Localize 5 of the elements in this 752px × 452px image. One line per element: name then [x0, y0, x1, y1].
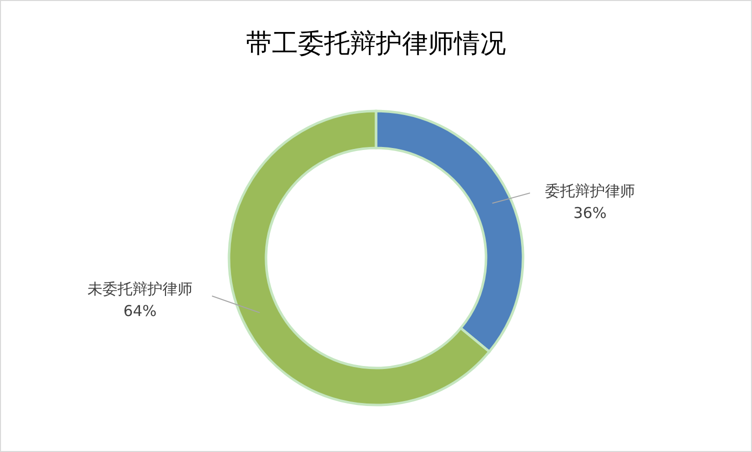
- data-label: 64%: [123, 302, 157, 320]
- chart-title: 带工委托辩护律师情况: [246, 29, 506, 59]
- slice-label: 委托辩护律师: [545, 182, 635, 200]
- slice-label: 未委托辩护律师: [88, 280, 192, 298]
- data-label: 36%: [573, 204, 607, 222]
